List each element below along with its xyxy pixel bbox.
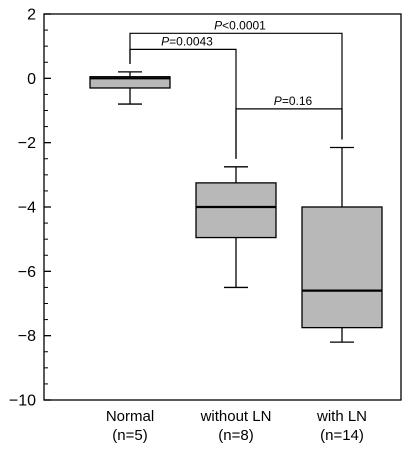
x-axis: Normal (n=5) without LN (n=8) with LN (n=14) [106, 408, 367, 444]
p-value-label: P=0.16 [274, 94, 313, 108]
iqr-box [301, 206, 383, 329]
p-symbol: P [161, 34, 169, 48]
significance-bracket [129, 32, 343, 140]
iqr-box [89, 76, 171, 89]
box-0 [89, 71, 171, 105]
category-label: Normal [106, 408, 154, 425]
comparison-0: P<0.0001 [129, 18, 343, 140]
y-tick-label: 2 [27, 7, 36, 24]
comparison-2: P=0.16 [235, 94, 343, 159]
p-value-label: P<0.0001 [214, 18, 266, 32]
y-tick-label: −4 [18, 200, 36, 217]
significance-bracket [235, 108, 343, 159]
iqr-box [195, 182, 277, 239]
y-axis: 2 0 −2 −4 −6 −8 −10 [9, 7, 51, 410]
p-value: <0.0001 [222, 18, 266, 32]
y-tick-label: 0 [27, 71, 36, 88]
category-label: without LN [200, 408, 272, 425]
y-tick-label: −8 [18, 328, 36, 345]
p-symbol: P [214, 18, 222, 32]
category-label: with LN [316, 408, 367, 425]
box-2 [301, 146, 383, 343]
y-tick-label: −6 [18, 264, 36, 281]
y-tick-label: −2 [18, 135, 36, 152]
boxes-group [89, 71, 383, 343]
category-n-label: (n=8) [218, 427, 253, 444]
box-1 [195, 166, 277, 289]
comparison-1: P=0.0043 [129, 34, 237, 159]
category-n-label: (n=5) [112, 427, 147, 444]
y-tick-label: −10 [9, 393, 36, 410]
p-value: =0.0043 [169, 34, 213, 48]
significance-bracket [129, 48, 237, 159]
p-value-label: P=0.0043 [161, 34, 213, 48]
p-value: =0.16 [282, 94, 313, 108]
p-symbol: P [274, 94, 282, 108]
category-n-label: (n=14) [320, 427, 364, 444]
